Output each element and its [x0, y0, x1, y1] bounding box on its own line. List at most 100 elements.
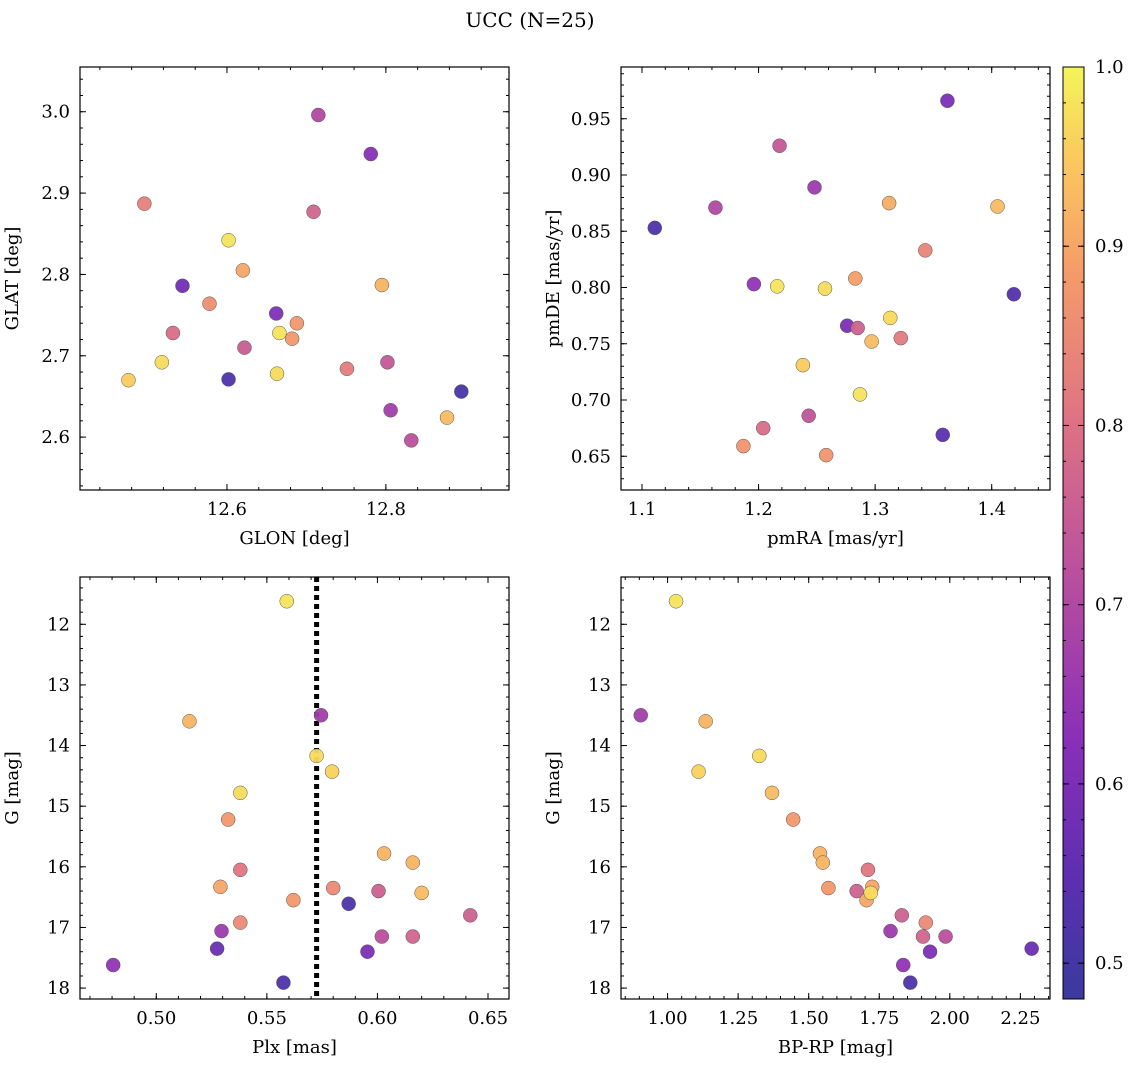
- x-tick-label: 1.25: [718, 1008, 758, 1029]
- data-point: [341, 896, 356, 912]
- x-axis-label: BP-RP [mag]: [778, 1037, 893, 1058]
- y-tick-label: 2.6: [41, 427, 70, 448]
- y-tick-label: 17: [47, 917, 70, 938]
- data-point: [633, 707, 649, 723]
- colorbar-tick-label: 0.8: [1095, 415, 1124, 436]
- data-point: [272, 325, 287, 341]
- x-tick-label: 2.00: [930, 1008, 970, 1029]
- colorbar-tick-label: 0.5: [1095, 953, 1124, 974]
- y-tick-label: 2.9: [41, 183, 70, 204]
- x-tick-label: 0.60: [357, 1008, 397, 1029]
- data-point: [182, 714, 197, 729]
- data-point: [233, 785, 248, 801]
- x-tick-label: 0.50: [136, 1008, 176, 1029]
- data-point: [121, 372, 136, 388]
- axes-frame: [79, 576, 510, 1000]
- data-point: [990, 199, 1005, 214]
- x-axis-label: pmRA [mas/yr]: [767, 528, 904, 549]
- data-point: [895, 957, 911, 973]
- panel-bprp-g: 1.00 1.25 1.50 1.75 2.00 2.25 12 13 14 15 16 17 18 BP…: [543, 576, 1051, 1058]
- data-point: [405, 929, 421, 944]
- y-tick-label: 0.85: [571, 221, 611, 242]
- data-point: [313, 707, 329, 723]
- data-point: [691, 764, 706, 779]
- data-point: [755, 420, 771, 436]
- data-point: [769, 279, 785, 294]
- y-tick-label: 0.70: [571, 390, 611, 411]
- data-point: [918, 243, 933, 258]
- data-point: [380, 355, 395, 370]
- y-axis-label: pmDE [mas/yr]: [543, 210, 564, 348]
- axes-frame: [620, 66, 1051, 491]
- data-point: [940, 93, 955, 108]
- colorbar-ticks: 0.5 0.6 0.7 0.8 0.9 1.0: [1063, 57, 1124, 974]
- y-tick-label: 0.80: [571, 278, 611, 299]
- data-point: [454, 384, 469, 399]
- y-axis-label: G [mag]: [543, 751, 564, 824]
- data-point: [404, 433, 419, 448]
- y-tick-label: 2.8: [41, 264, 70, 285]
- colorbar-tick-label: 0.9: [1095, 236, 1124, 257]
- data-point: [801, 408, 816, 423]
- data-point: [893, 330, 909, 346]
- data-point: [233, 915, 248, 930]
- y-tick-label: 16: [47, 857, 70, 878]
- data-point: [284, 331, 300, 346]
- data-point: [852, 387, 868, 402]
- y-tick-label: 17: [588, 917, 611, 938]
- data-point: [647, 220, 663, 236]
- data-point: [363, 146, 379, 162]
- data-point: [371, 883, 386, 899]
- data-point: [1006, 287, 1022, 302]
- data-point: [668, 594, 684, 609]
- data-point: [736, 438, 751, 454]
- y-tick-label: 0.90: [571, 165, 611, 186]
- data-point: [175, 278, 190, 294]
- axes-frame: [79, 66, 510, 491]
- data-point: [237, 340, 252, 355]
- y-tick-label: 13: [588, 675, 611, 696]
- data-point: [463, 908, 478, 923]
- data-point: [439, 410, 455, 425]
- data-point: [233, 862, 248, 878]
- data-point: [279, 594, 295, 609]
- colorbar-tick-label: 1.0: [1095, 57, 1124, 78]
- data-point: [268, 306, 284, 321]
- data-point: [221, 372, 236, 387]
- data-point: [915, 929, 931, 944]
- axes-frame: [620, 576, 1051, 1000]
- data-point: [213, 879, 228, 895]
- x-tick-label: 2.25: [1000, 1008, 1040, 1029]
- data-point: [918, 915, 934, 930]
- data-point: [938, 929, 953, 944]
- y-tick-label: 0.65: [571, 446, 611, 467]
- panel-glon-glat: 12.6 12.8 2.6 2.7 2.8 2.9 3.0 GLON [deg] GLAT [d…: [2, 66, 510, 549]
- data-point: [311, 107, 326, 123]
- y-tick-label: 12: [47, 614, 70, 635]
- y-tick-label: 15: [47, 796, 70, 817]
- data-point: [325, 880, 341, 896]
- data-point: [235, 263, 251, 278]
- data-point: [708, 200, 723, 215]
- data-point: [818, 447, 834, 463]
- figure-title: UCC (N=25): [465, 8, 594, 32]
- x-axis-label: Plx [mas]: [252, 1037, 337, 1058]
- data-point: [360, 944, 375, 959]
- x-tick-label: 12.6: [207, 499, 247, 520]
- data-point: [863, 885, 879, 901]
- data-point: [202, 296, 217, 311]
- colorbar-tick-label: 0.7: [1095, 595, 1124, 616]
- y-axis-label: G [mag]: [2, 751, 23, 824]
- y-tick-label: 15: [588, 796, 611, 817]
- data-point: [105, 957, 121, 973]
- data-point: [864, 334, 879, 349]
- data-point: [289, 315, 305, 331]
- data-point: [698, 714, 713, 729]
- x-tick-label: 1.00: [648, 1008, 688, 1029]
- data-point: [795, 357, 811, 373]
- data-point: [405, 855, 421, 870]
- data-point: [1024, 941, 1039, 956]
- data-point: [276, 975, 291, 990]
- y-tick-label: 0.75: [571, 334, 611, 355]
